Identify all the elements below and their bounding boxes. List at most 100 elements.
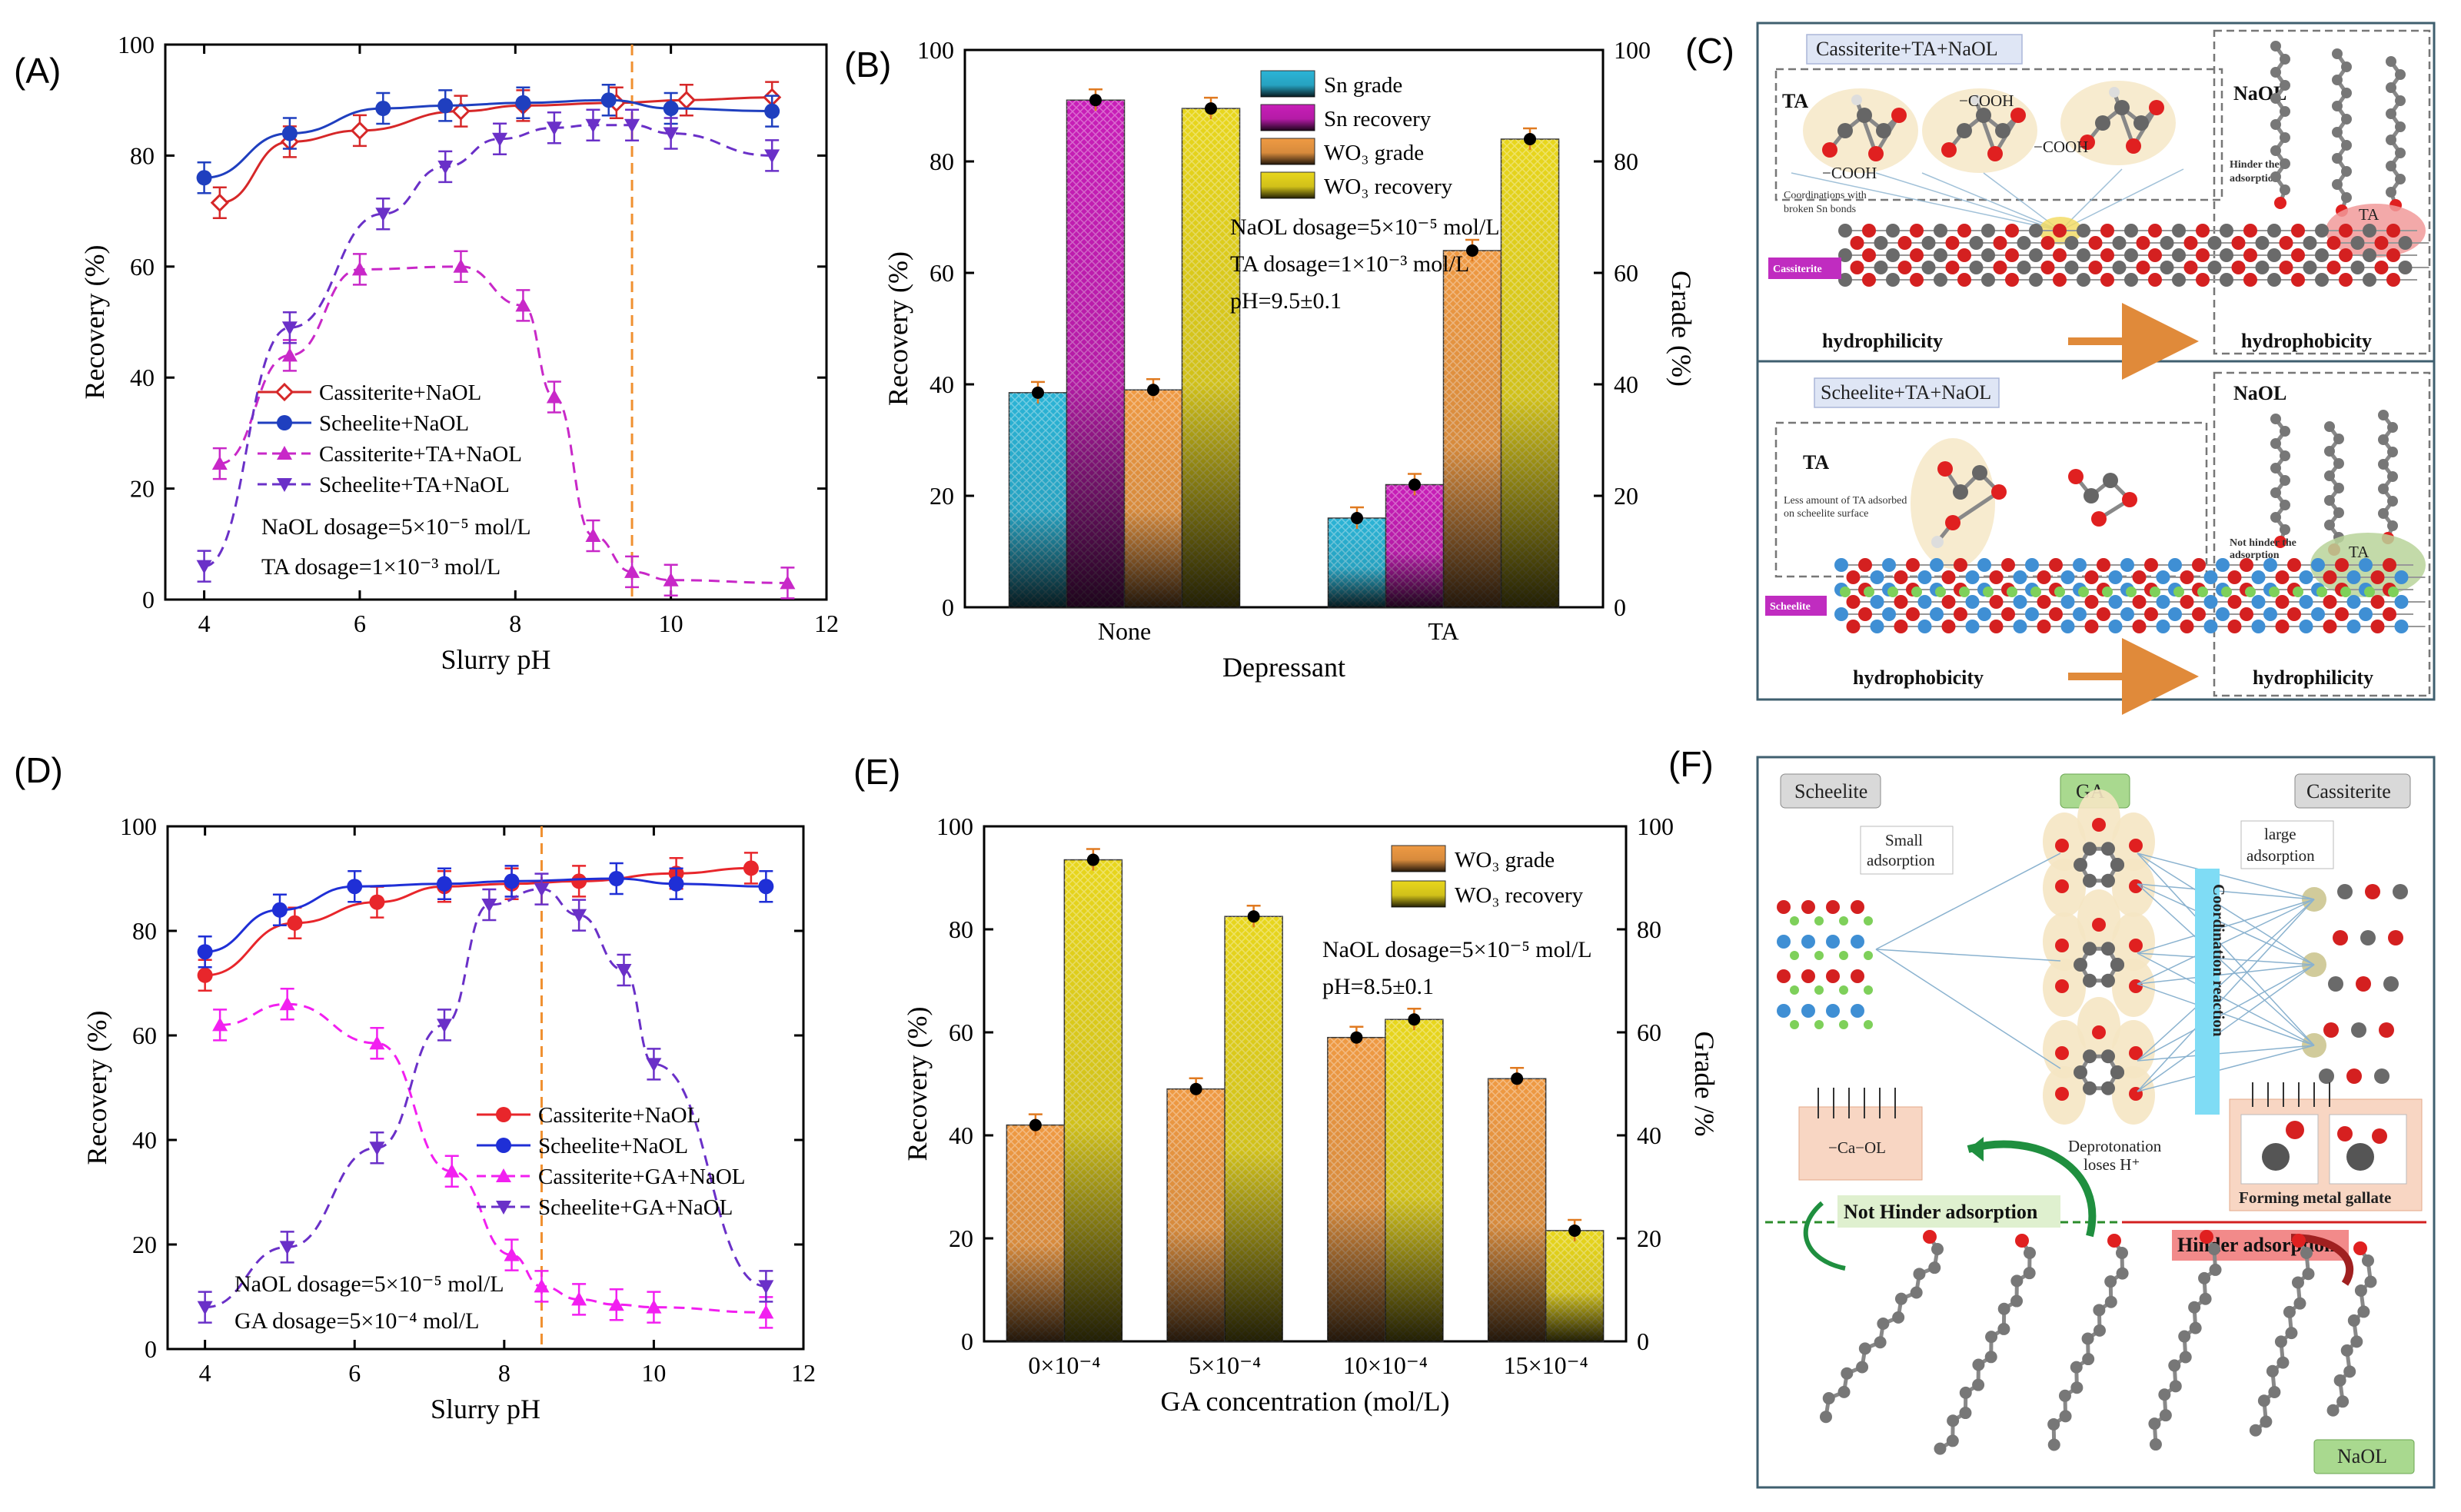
lattice-atom — [2394, 570, 2409, 584]
bar-value-dot — [1524, 133, 1536, 145]
atom — [2133, 115, 2149, 131]
atom — [2189, 1321, 2202, 1334]
lattice-atom — [1989, 595, 2004, 609]
atom — [2333, 1374, 2346, 1387]
f-not-hinder: Not Hinder adsorption — [1844, 1201, 2038, 1223]
lattice-atom — [2112, 261, 2127, 274]
f-scheelite: Scheelite — [1794, 780, 1867, 803]
lattice-atom — [2156, 595, 2170, 609]
lattice-atom — [1887, 587, 1898, 597]
f-large-2: adsorption — [2246, 846, 2315, 865]
lattice-atom — [2124, 224, 2138, 238]
lattice-atom — [2100, 273, 2114, 287]
lattice-atom — [2255, 261, 2270, 274]
atom — [1910, 1286, 1923, 1299]
atom — [1857, 108, 1872, 123]
y2-tick-label: 60 — [1614, 259, 1638, 287]
atom — [2332, 179, 2343, 190]
legend-label: Scheelite+TA+NaOL — [319, 473, 510, 497]
atom — [2129, 879, 2143, 893]
lattice-atom — [2005, 273, 2019, 287]
lattice-atom — [2007, 587, 2017, 597]
atom — [2337, 884, 2353, 899]
atom — [2101, 873, 2115, 888]
lattice-atom — [2221, 587, 2232, 597]
bar-value-dot — [1029, 1118, 1042, 1132]
lattice-atom — [2316, 587, 2327, 597]
chart-b-depressant-bars: 0 0 20 20 40 40 60 60 80 80 100 100 Depressant Recove… — [883, 36, 1697, 683]
c-ta-bubble: TA — [2359, 205, 2380, 224]
data-point — [281, 125, 298, 141]
lattice-atom — [1886, 273, 1900, 287]
atom — [2249, 1424, 2262, 1437]
lattice-atom — [2136, 261, 2150, 274]
atom — [2343, 1365, 2356, 1378]
atom — [2332, 75, 2343, 85]
atom — [2149, 1438, 2162, 1451]
atom — [2280, 106, 2290, 117]
lattice-atom — [1897, 236, 1912, 250]
atom — [2319, 1068, 2334, 1084]
c-surface-tag2: Scheelite — [1770, 601, 1811, 613]
atom — [1953, 484, 1968, 500]
lattice-atom — [2060, 570, 2075, 584]
atom — [2092, 818, 2106, 832]
data-point — [436, 876, 452, 892]
y-tick-label: 20 — [130, 475, 155, 503]
lattice-atom — [2269, 587, 2280, 597]
lattice-atom — [1917, 595, 1932, 609]
atom — [2395, 174, 2406, 184]
x-tick-label: 8 — [498, 1359, 510, 1387]
f-cassiterite: Cassiterite — [2306, 780, 2391, 803]
atom — [1777, 935, 1791, 949]
atom — [2101, 973, 2115, 988]
legend-label: Cassiterite+TA+NaOL — [319, 442, 522, 467]
data-point — [504, 873, 520, 889]
annotation-note: TA dosage=1×10⁻³ mol/L — [1230, 251, 1469, 277]
atom — [2129, 979, 2143, 993]
atom — [2270, 93, 2281, 104]
annotation-note: GA dosage=5×10⁻⁴ mol/L — [234, 1308, 479, 1334]
atom — [1826, 900, 1840, 914]
bar-shade — [1009, 392, 1067, 607]
lattice-atom — [1965, 570, 1980, 584]
lattice-atom — [1934, 224, 1947, 238]
lattice-atom — [2136, 236, 2150, 250]
y2-axis-label: Grade (%) — [1666, 271, 1697, 387]
x-tick-label: 10×10⁻⁴ — [1343, 1351, 1428, 1379]
x-tick-label: 12 — [814, 610, 839, 637]
lattice-atom — [2172, 248, 2186, 262]
y-tick-label: 60 — [130, 253, 155, 281]
y2-tick-label: 60 — [1637, 1019, 1661, 1046]
atom — [1891, 108, 1907, 123]
atom — [1864, 1020, 1873, 1029]
atom — [1941, 142, 1957, 158]
atom — [2109, 87, 2120, 98]
lattice-atom — [1850, 261, 1864, 274]
atom — [1947, 1414, 1960, 1427]
atom — [1923, 1230, 1937, 1244]
lattice-atom — [2013, 595, 2027, 609]
lattice-atom — [2088, 261, 2103, 274]
atom — [2058, 1389, 2071, 1402]
atom — [2387, 422, 2398, 433]
coordination-line — [2137, 964, 2315, 985]
lattice-atom — [2172, 273, 2186, 287]
y-axis-label: Recovery (%) — [81, 1011, 112, 1165]
atom — [1819, 1411, 1832, 1424]
atom — [2341, 114, 2352, 125]
legend-marker — [277, 478, 292, 492]
lattice-atom — [1858, 607, 1872, 621]
atom — [2387, 520, 2398, 531]
x-tick-label: TA — [1428, 617, 1458, 645]
lattice-atom — [2220, 224, 2233, 238]
lattice-atom — [1989, 620, 2004, 633]
atom — [2341, 61, 2352, 72]
atom — [2047, 1417, 2060, 1431]
bar-shade — [1328, 518, 1386, 607]
y2-tick-label: 20 — [1614, 482, 1638, 510]
lattice-atom — [2156, 570, 2170, 584]
lattice-atom — [2196, 224, 2210, 238]
atom — [2270, 119, 2281, 130]
lattice-atom — [1906, 607, 1920, 621]
